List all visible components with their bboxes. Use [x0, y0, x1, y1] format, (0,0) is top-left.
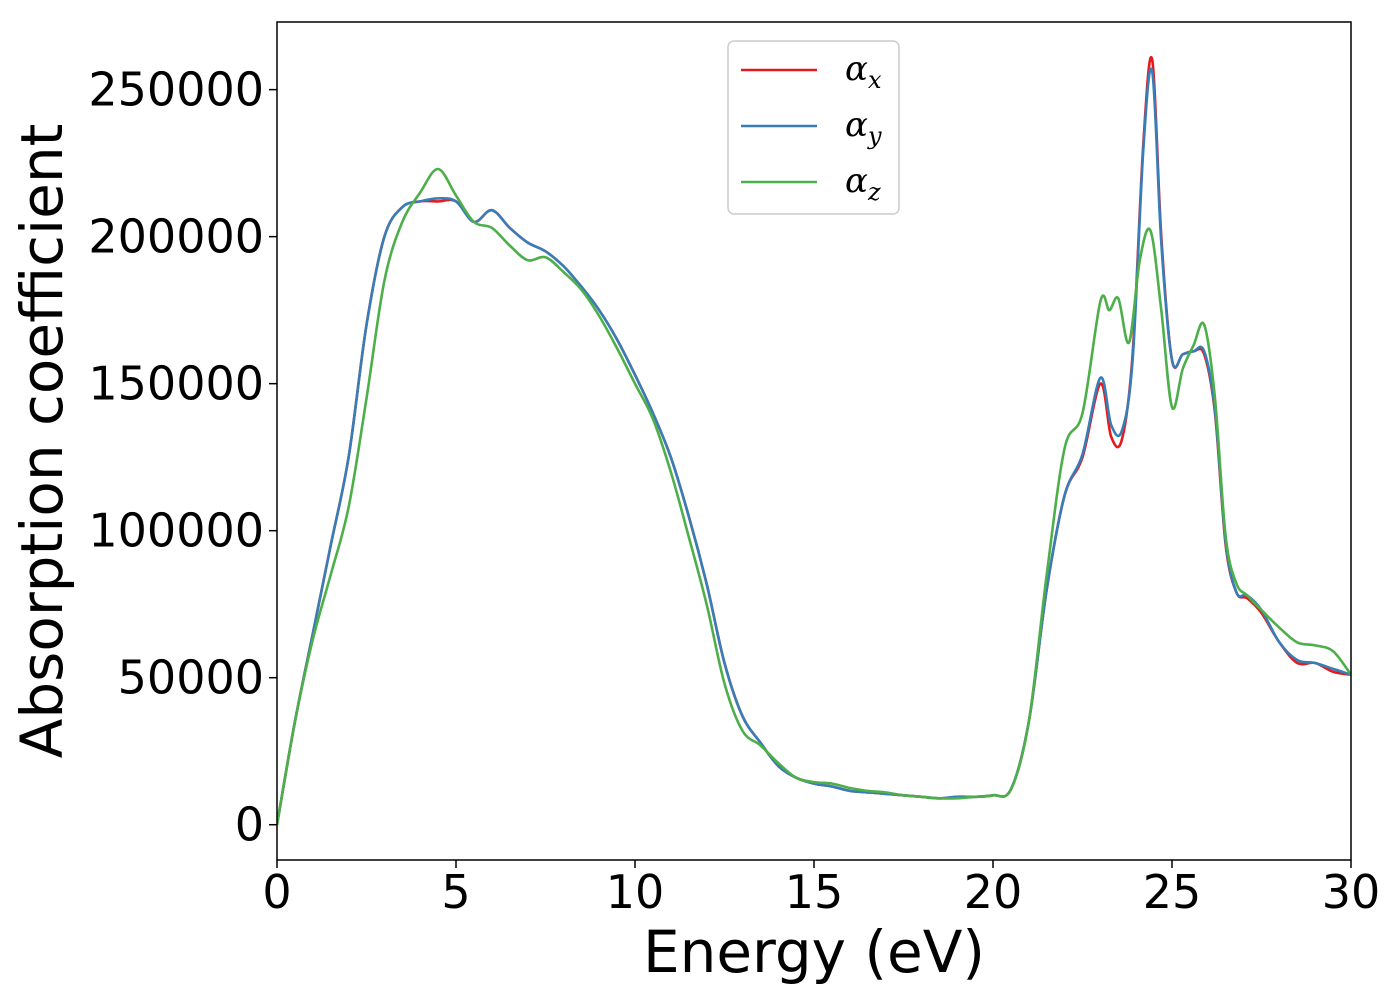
series-line-alpha-z: [277, 167, 1351, 825]
x-tick-label: 15: [785, 865, 844, 919]
y-tick-label: 200000: [88, 210, 264, 264]
x-tick-label: 0: [262, 865, 291, 919]
legend-label-alpha-z: αz: [845, 161, 881, 206]
y-tick-label: 0: [235, 798, 264, 852]
y-tick-label: 100000: [88, 504, 264, 558]
x-axis-label: Energy (eV): [643, 918, 985, 986]
y-tick-label: 50000: [118, 651, 264, 705]
legend-box: [727, 40, 900, 215]
x-tick-label: 30: [1322, 865, 1381, 919]
x-tick-label: 25: [1143, 865, 1202, 919]
x-tick-label: 20: [964, 865, 1023, 919]
x-tick-label: 5: [441, 865, 470, 919]
series-layer: [277, 56, 1351, 825]
x-tick-label: 10: [606, 865, 665, 919]
legend-label-alpha-y: αy: [845, 105, 882, 150]
y-tick-label: 250000: [88, 63, 264, 117]
legend-label-alpha-x: αx: [845, 49, 882, 94]
y-axis-label: Absorption coefficient: [8, 124, 76, 759]
y-axis: 0 50000 100000 150000 200000 250000: [88, 63, 277, 852]
y-tick-label: 150000: [88, 357, 264, 411]
legend: αx αy αz: [727, 40, 900, 215]
x-axis: 0 5 10 15 20 25 30: [262, 860, 1380, 919]
